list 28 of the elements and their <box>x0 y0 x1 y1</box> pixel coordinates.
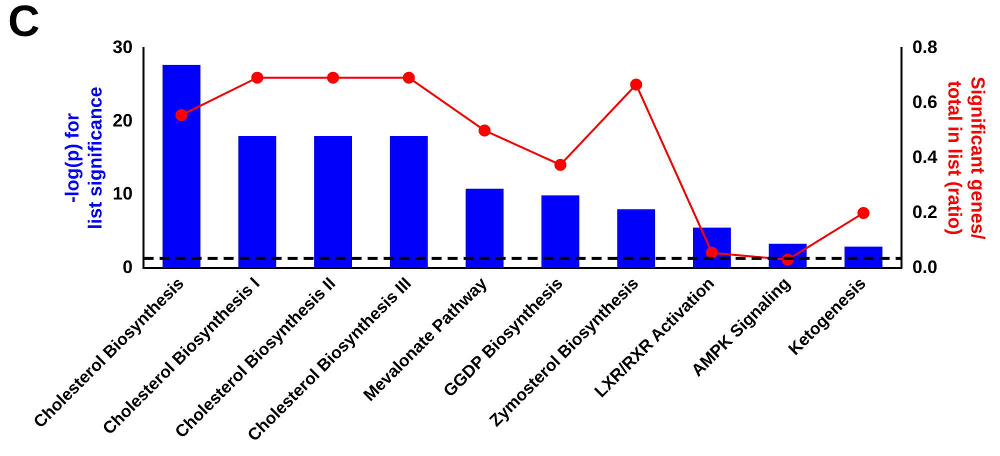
point <box>176 109 188 122</box>
point <box>402 72 415 84</box>
point <box>857 206 870 219</box>
y2-tick-label: 0.6 <box>912 92 938 112</box>
y2-tick-label: 0.4 <box>912 146 938 167</box>
bar <box>390 136 428 268</box>
bar <box>617 209 656 268</box>
y-tick-label: 10 <box>112 184 133 204</box>
text: C <box>8 0 40 46</box>
point <box>327 72 340 84</box>
bar <box>541 195 580 268</box>
y2-axis-title: Significant genes/ total in list (ratio) <box>944 76 988 240</box>
y2-tick-label: 0.8 <box>912 36 938 57</box>
y-tick-label: 20 <box>112 110 133 130</box>
bar <box>466 188 504 268</box>
y2-tick-label: 0.0 <box>912 256 938 277</box>
y-tick-label: 0 <box>122 256 133 277</box>
y2-tick-label: 0.2 <box>912 202 938 222</box>
bar <box>314 136 352 268</box>
point <box>554 158 566 171</box>
y-axis-title: -log(p) for list significance <box>62 86 106 230</box>
bar <box>844 246 882 268</box>
bar <box>238 136 276 268</box>
bar <box>162 64 200 268</box>
point <box>251 72 264 84</box>
y-tick-label: 30 <box>112 36 133 57</box>
point <box>630 78 642 91</box>
point <box>478 124 491 136</box>
